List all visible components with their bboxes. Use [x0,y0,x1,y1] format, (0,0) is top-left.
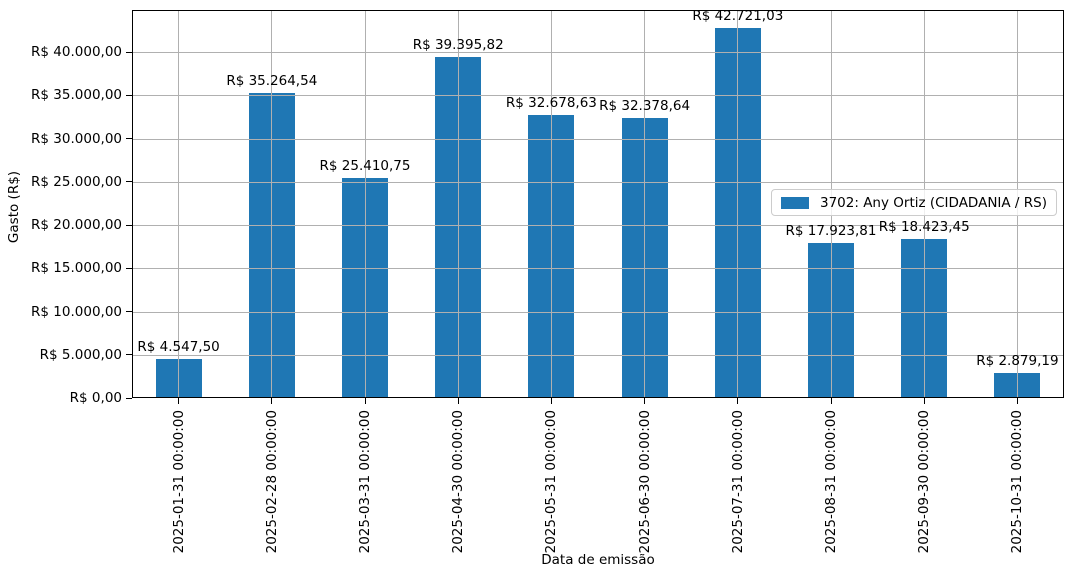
y-tick-mark [126,267,132,269]
x-tick-mark [644,398,646,404]
x-tick-label: 2025-08-31 00:00:00 [823,410,839,554]
plot-area: R$ 4.547,50 R$ 35.264,54 R$ 25.410,75 R$ 39… [132,8,1064,398]
x-tick-mark [737,398,739,404]
x-tick-label: 2025-05-31 00:00:00 [543,410,560,554]
y-tick-label: R$ 35.000,00 [31,87,122,104]
bar-value-label: R$ 17.923,81 [785,222,877,239]
x-tick-mark [178,398,180,404]
y-tick-mark [126,94,132,96]
bar-value-label: R$ 39.395,82 [412,37,504,54]
horizontal-gridline [132,181,1064,183]
legend-swatch-icon [781,196,809,209]
x-tick-label: 2025-09-30 00:00:00 [916,410,933,554]
x-tick-label: 2025-01-31 00:00:00 [170,410,187,554]
x-tick-label: 2025-03-31 00:00:00 [357,410,373,554]
x-tick-mark [830,398,832,404]
y-tick-label: R$ 25.000,00 [31,173,122,190]
y-tick-mark [126,181,132,183]
bar-value-label: R$ 32.378,64 [599,97,691,114]
x-tick-mark [550,398,553,404]
y-tick-mark [126,397,132,399]
x-axis-title: Data de emissão [541,552,655,568]
horizontal-gridline [132,95,1064,97]
vertical-gridline [737,10,739,398]
x-tick-mark [457,398,459,404]
vertical-gridline [271,10,273,398]
bar-value-label: R$ 18.423,45 [878,218,970,235]
bar-value-label: R$ 25.410,75 [319,158,411,175]
vertical-gridline [644,10,646,398]
bar-value-label: R$ 32.678,63 [505,95,597,112]
bar-value-label: R$ 4.547,50 [137,338,220,355]
vertical-gridline [178,10,180,398]
y-tick-label: R$ 15.000,00 [31,260,122,277]
y-tick-label: R$ 30.000,00 [31,130,122,147]
y-tick-label: R$ 40.000,00 [31,44,122,60]
y-tick-label: R$ 20.000,00 [31,217,122,233]
x-tick-mark [1016,398,1019,404]
x-tick-mark [364,398,366,404]
legend-label: 3702: Any Ortiz (CIDADANIA / RS) [820,194,1047,211]
horizontal-gridline [132,268,1064,270]
bar-value-label: R$ 42.721,03 [692,8,784,25]
y-tick-mark [126,311,132,313]
y-tick-mark [126,51,132,53]
x-tick-label: 2025-07-31 00:00:00 [729,410,746,554]
x-tick-label: 2025-04-30 00:00:00 [450,410,467,554]
bar-value-label: R$ 2.879,19 [976,353,1059,370]
horizontal-gridline [132,311,1064,313]
y-tick-label: R$ 0,00 [69,390,122,406]
horizontal-gridline [132,225,1064,226]
vertical-gridline [457,10,459,398]
bar-value-label: R$ 35.264,54 [226,72,318,89]
horizontal-gridline [132,52,1064,53]
legend: 3702: Any Ortiz (CIDADANIA / RS) [771,189,1057,216]
y-tick-mark [126,138,132,140]
vertical-gridline [364,10,366,398]
y-tick-label: R$ 5.000,00 [39,346,122,363]
x-tick-mark [923,398,925,404]
y-tick-mark [126,354,132,356]
x-tick-label: 2025-06-30 00:00:00 [636,410,653,554]
y-tick-label: R$ 10.000,00 [31,303,122,320]
horizontal-gridline [132,138,1064,140]
vertical-gridline [550,10,552,398]
horizontal-gridline [132,354,1064,356]
x-tick-label: 2025-10-31 00:00:00 [1009,410,1026,554]
x-tick-label: 2025-02-28 00:00:00 [263,410,280,554]
y-tick-mark [126,224,132,226]
x-tick-mark [271,398,273,404]
